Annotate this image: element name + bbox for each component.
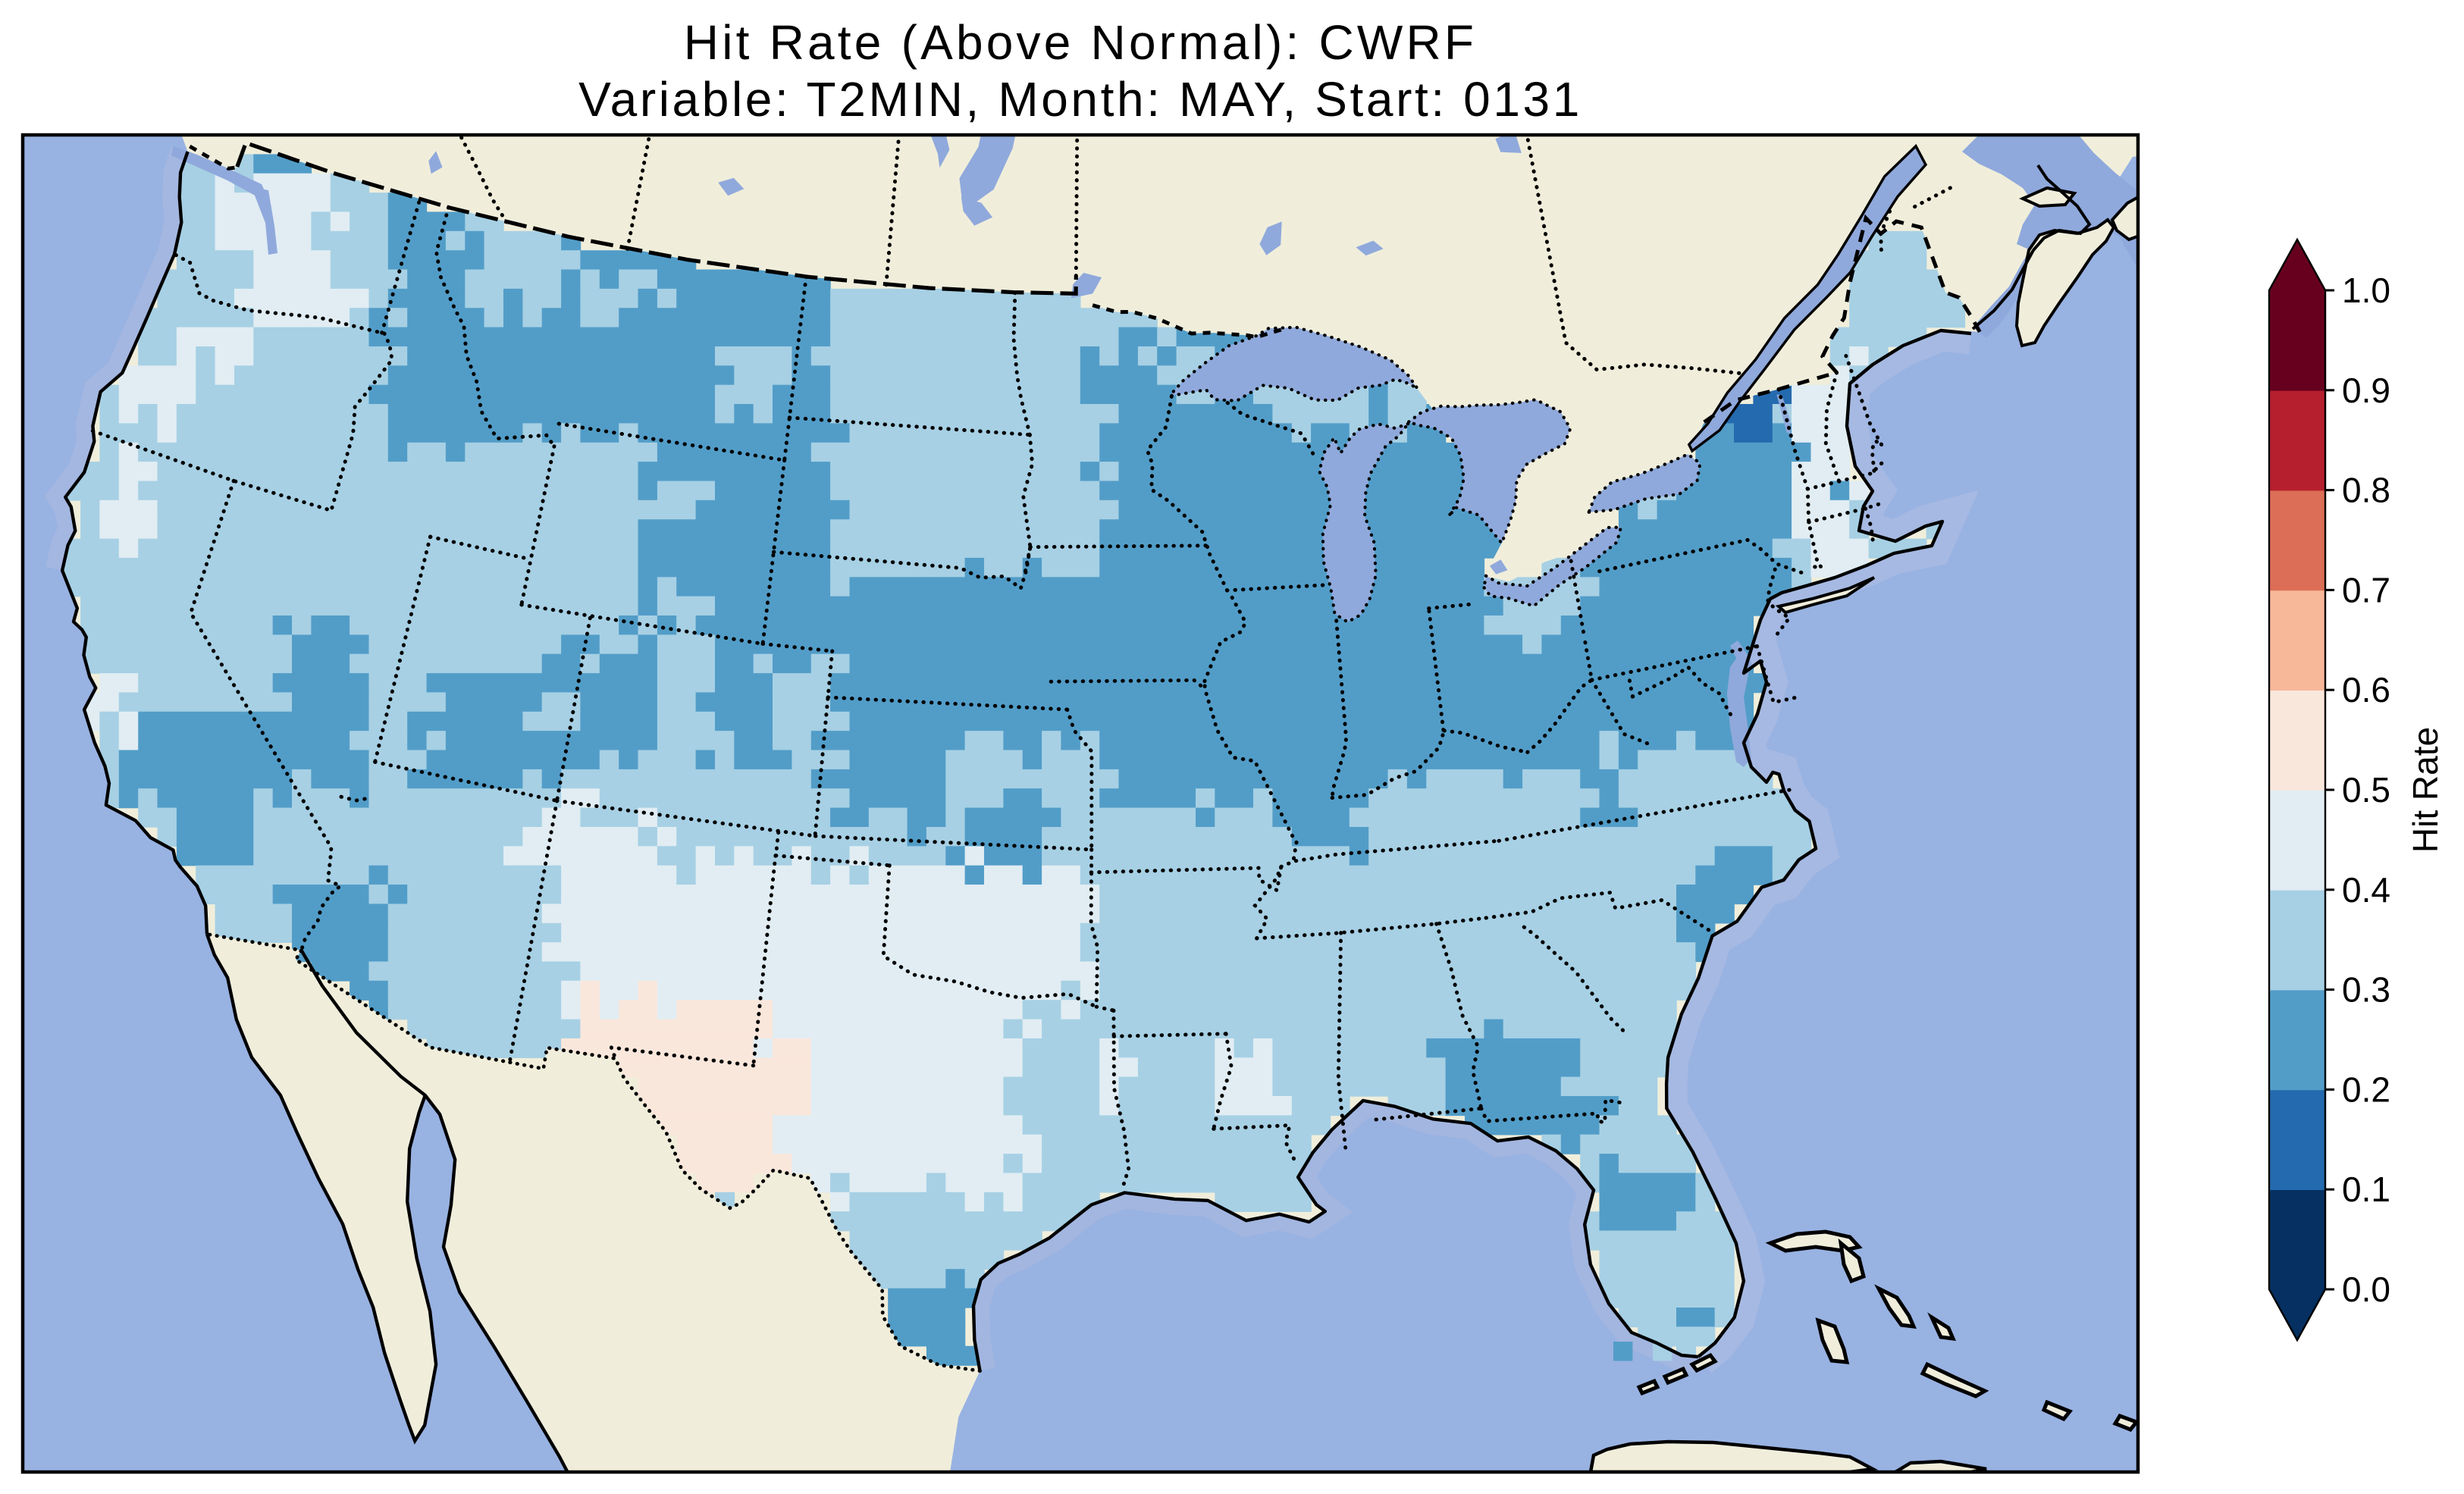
svg-text:Hit Rate: Hit Rate [2406, 727, 2445, 853]
svg-text:0.0: 0.0 [2342, 1270, 2390, 1309]
svg-text:0.9: 0.9 [2342, 371, 2390, 410]
svg-text:0.3: 0.3 [2342, 970, 2390, 1010]
svg-text:0.1: 0.1 [2342, 1170, 2390, 1209]
svg-text:0.7: 0.7 [2342, 570, 2390, 609]
svg-text:0.5: 0.5 [2342, 770, 2390, 810]
svg-text:1.0: 1.0 [2342, 271, 2390, 310]
svg-text:Variable: T2MIN, Month: MAY, S: Variable: T2MIN, Month: MAY, Start: 0131 [578, 72, 1582, 127]
svg-text:0.6: 0.6 [2342, 670, 2390, 709]
svg-text:0.4: 0.4 [2342, 870, 2390, 910]
svg-text:0.8: 0.8 [2342, 471, 2390, 510]
svg-text:Hit Rate (Above Normal): CWRF: Hit Rate (Above Normal): CWRF [684, 15, 1477, 70]
svg-text:0.2: 0.2 [2342, 1070, 2390, 1109]
